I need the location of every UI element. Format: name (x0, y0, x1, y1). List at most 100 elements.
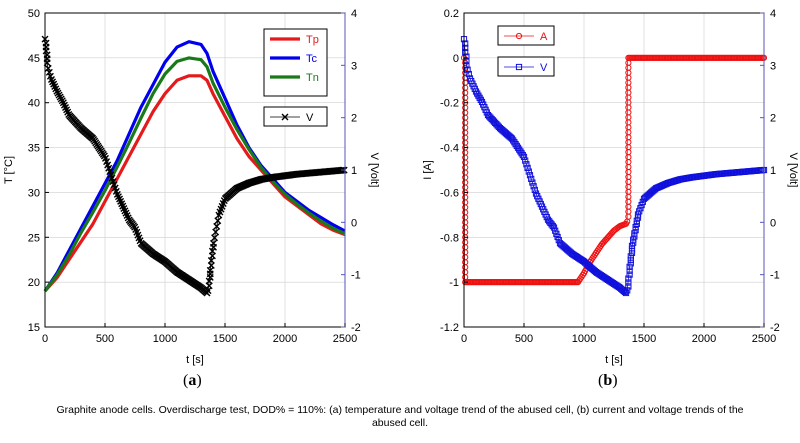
data-point-a (462, 114, 469, 121)
panel-label-a: (a) (183, 372, 202, 389)
data-point-v (553, 230, 560, 237)
y2-tick-label: 4 (770, 8, 776, 20)
y2-tick-label: -2 (351, 322, 361, 334)
data-point-a (625, 129, 632, 136)
data-point-a (625, 144, 632, 151)
y-tick-label: 20 (28, 277, 40, 289)
x-tick-label: 2000 (692, 333, 716, 345)
data-point-a (462, 164, 469, 171)
data-point-v (636, 208, 643, 215)
y-tick-label: -0.2 (440, 98, 459, 110)
data-point-a (462, 174, 469, 181)
data-point-a (462, 244, 469, 251)
data-point-a (625, 213, 632, 220)
y-tick-label: 30 (28, 187, 40, 199)
legend-box (263, 106, 328, 127)
y2-tick-label: -1 (770, 270, 780, 282)
data-point-a (625, 89, 632, 96)
data-point-v (462, 40, 469, 47)
data-point-a (462, 194, 469, 201)
data-point-a (625, 69, 632, 76)
data-point-a (625, 183, 632, 190)
data-point-a (625, 149, 632, 156)
data-point-a (625, 203, 632, 210)
data-point-a (625, 124, 632, 131)
y2-tick-label: 1 (351, 165, 357, 177)
y-tick-label: -0.6 (440, 187, 459, 199)
y2-axis-title: V [Volt] (787, 153, 799, 188)
data-point-a (625, 193, 632, 200)
data-point-a (625, 139, 632, 146)
data-point-a (462, 154, 469, 161)
legend: V (497, 56, 555, 77)
legend-label-v: V (306, 112, 314, 124)
data-point-a (462, 209, 469, 216)
y2-tick-label: 2 (770, 113, 776, 125)
y2-tick-label: 4 (351, 8, 357, 20)
data-point-v (631, 230, 638, 237)
data-point-a (462, 214, 469, 221)
y-tick-label: -1.2 (440, 322, 459, 334)
data-point-a (462, 204, 469, 211)
legend-label-a: A (540, 31, 548, 43)
series-tp (43, 74, 346, 293)
data-point-a (462, 274, 469, 281)
data-point-v (552, 227, 559, 234)
y-tick-label: 40 (28, 98, 40, 110)
data-point-a (462, 94, 469, 101)
y-axis-title: I [A] (422, 160, 434, 180)
x-tick-label: 2000 (273, 333, 297, 345)
data-point-a (462, 124, 469, 131)
data-point-legend-marker-v (281, 113, 289, 121)
data-point-a (625, 119, 632, 126)
x-tick-label: 2500 (752, 333, 776, 345)
series-line-a (463, 57, 764, 283)
data-point-a (625, 74, 632, 81)
data-point-a (462, 89, 469, 96)
data-point-v (465, 70, 472, 78)
data-point-a (462, 179, 469, 186)
series-line-tp (43, 74, 346, 293)
data-point-a (625, 158, 632, 166)
data-point-v (628, 249, 636, 256)
legend-label-tn: Tn (306, 72, 319, 84)
data-point-a (462, 254, 469, 261)
series-line-v (463, 39, 765, 294)
x-tick-label: 1000 (572, 333, 596, 345)
series-tn (43, 56, 346, 293)
series-line-tn (43, 56, 346, 293)
y-tick-label: 25 (28, 232, 40, 244)
legend-label-tc: Tc (306, 53, 318, 65)
data-point-a (625, 198, 632, 205)
x-tick-label: 1500 (632, 333, 656, 345)
y2-tick-label: 3 (351, 60, 357, 72)
data-point-v (524, 164, 531, 172)
x-tick-label: 0 (461, 333, 467, 345)
data-point-v (528, 175, 535, 182)
data-point-a (625, 178, 632, 185)
x-tick-label: 1500 (213, 333, 237, 345)
data-point-a (625, 59, 632, 66)
data-point-v (525, 168, 532, 175)
y2-tick-label: 0 (351, 217, 357, 229)
data-point-a (462, 269, 469, 276)
data-point-v (523, 161, 530, 168)
data-point-v (627, 260, 634, 267)
data-point-a (462, 184, 469, 191)
x-axis-title: t [s] (605, 354, 623, 366)
data-point-v (554, 233, 561, 241)
data-point-v (520, 153, 528, 161)
y2-tick-label: -1 (351, 270, 361, 282)
y-tick-label: 45 (28, 53, 40, 65)
data-point-a (462, 134, 469, 141)
data-point-a (625, 104, 632, 111)
y-tick-label: -0.4 (440, 143, 459, 155)
data-point-v (626, 271, 633, 278)
data-point-a (462, 119, 469, 126)
y2-tick-label: -2 (770, 322, 780, 334)
data-point-a (462, 229, 469, 236)
legend-box (497, 56, 555, 77)
x-tick-label: 2500 (333, 333, 357, 345)
series-a (460, 54, 768, 286)
